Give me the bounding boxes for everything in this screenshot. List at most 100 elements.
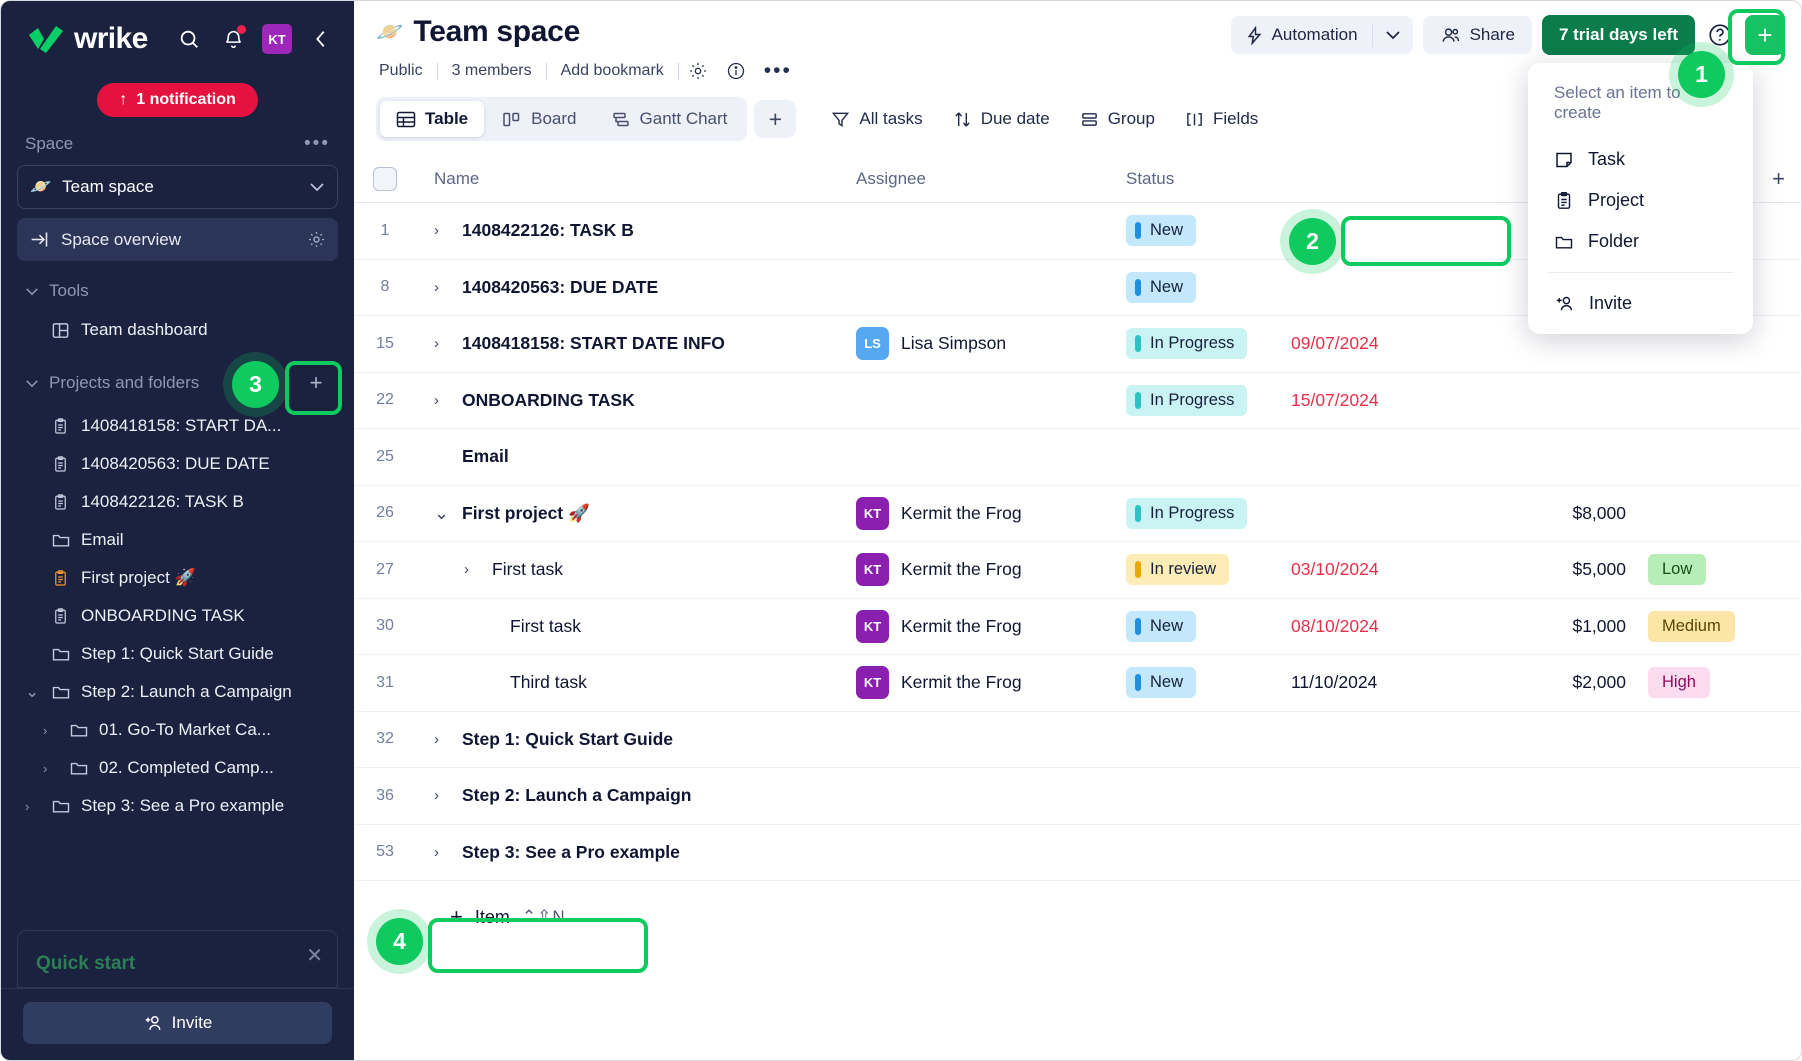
gear-icon[interactable] (307, 230, 326, 249)
chevron-down-icon[interactable]: ⌄ (25, 682, 40, 701)
row-budget-cell[interactable]: $8,000 (1572, 502, 1626, 523)
info-icon[interactable] (717, 61, 755, 81)
create-menu-item-task[interactable]: Task (1528, 139, 1753, 180)
row-due-date-cell[interactable]: 08/10/2024 (1291, 615, 1379, 636)
row-due-date-cell[interactable]: 15/07/2024 (1291, 389, 1379, 410)
create-item-button[interactable]: + (1745, 15, 1785, 55)
meta-add-bookmark[interactable]: Add bookmark (560, 62, 664, 79)
close-icon[interactable]: ✕ (306, 945, 323, 967)
sidebar-tree-item[interactable]: › 02. Completed Camp... (17, 749, 338, 787)
row-due-date-cell[interactable]: 09/07/2024 (1291, 333, 1379, 354)
row-status-cell[interactable]: New (1126, 667, 1291, 699)
chevron-right-icon[interactable]: › (43, 722, 48, 738)
table-row[interactable]: 1 › 1408422126: TASK B New (354, 203, 1801, 260)
table-row[interactable]: 26 ⌄ First project 🚀 KT Kermit the Frog In Pr… (354, 486, 1801, 542)
meta-members[interactable]: 3 members (451, 62, 532, 79)
table-row[interactable]: 25 ›Email (354, 429, 1801, 486)
table-row[interactable]: 36 › Step 2: Launch a Campaign (354, 768, 1801, 825)
gear-icon[interactable] (679, 61, 717, 81)
wrike-logo[interactable]: wrike (27, 22, 148, 56)
group-button[interactable]: Group (1067, 101, 1168, 137)
sidebar-group-tools[interactable]: Tools (17, 271, 338, 311)
row-assignee-cell[interactable]: KT Kermit the Frog (856, 666, 1126, 700)
user-avatar[interactable]: KT (262, 24, 292, 54)
sidebar-tree-item[interactable]: First project 🚀 (17, 559, 338, 597)
row-status-cell[interactable]: In Progress (1126, 384, 1291, 416)
sort-due-date-button[interactable]: Due date (940, 101, 1063, 137)
sidebar-tree-item[interactable]: 1408418158: START DA... (17, 407, 338, 445)
notifications-bell-icon[interactable] (218, 24, 248, 54)
sidebar-tree-item[interactable]: › 01. Go-To Market Ca... (17, 711, 338, 749)
row-assignee-cell[interactable]: LS Lisa Simpson (856, 327, 1126, 361)
chevron-right-icon[interactable]: › (434, 787, 439, 805)
sidebar-tree-item[interactable]: ⌄ Step 2: Launch a Campaign (17, 673, 338, 711)
chevron-right-icon[interactable]: › (434, 730, 439, 748)
fields-button[interactable]: Fields (1172, 101, 1271, 137)
column-header-assignee[interactable]: Assignee (856, 168, 926, 188)
more-options-icon[interactable]: ••• (763, 59, 792, 82)
add-project-folder-button[interactable]: + (309, 370, 323, 395)
row-priority-cell[interactable]: Medium (1626, 610, 1756, 642)
table-row[interactable]: 15 › 1408418158: START DATE INFO LS Lisa Sim… (354, 316, 1801, 373)
collapse-sidebar-icon[interactable] (306, 24, 336, 54)
notification-pill[interactable]: ↑ 1 notification (97, 83, 258, 117)
sidebar-tree-item[interactable]: Step 1: Quick Start Guide (17, 635, 338, 673)
create-menu-item-invite[interactable]: Invite (1528, 283, 1753, 324)
invite-button[interactable]: Invite (23, 1002, 332, 1044)
add-item-button[interactable]: + Item ⌃⇧N (432, 895, 584, 939)
row-status-cell[interactable]: New (1126, 215, 1291, 247)
table-row[interactable]: 8 › 1408420563: DUE DATE New (354, 260, 1801, 316)
chevron-right-icon[interactable]: › (434, 278, 439, 296)
filter-all-tasks-button[interactable]: All tasks (818, 101, 935, 137)
row-assignee-cell[interactable]: KT Kermit the Frog (856, 496, 1126, 530)
automation-button[interactable]: Automation (1231, 16, 1372, 54)
row-status-cell[interactable]: New (1126, 271, 1291, 303)
row-status-cell[interactable]: In review (1126, 554, 1291, 586)
create-menu-item-folder[interactable]: Folder (1528, 221, 1753, 262)
table-row[interactable]: 22 › ONBOARDING TASK In Progress 15/07/2024 (354, 373, 1801, 429)
sidebar-tree-item[interactable]: › Step 3: See a Pro example (17, 787, 338, 825)
row-status-cell[interactable]: In Progress (1126, 497, 1291, 529)
chevron-right-icon[interactable]: › (434, 335, 439, 353)
row-status-cell[interactable]: In Progress (1126, 328, 1291, 360)
sidebar-tree-item[interactable]: 1408422126: TASK B (17, 483, 338, 521)
create-menu-item-project[interactable]: Project (1528, 180, 1753, 221)
add-column-button[interactable]: + (1772, 165, 1785, 191)
tab-gantt-chart[interactable]: Gantt Chart (595, 101, 744, 137)
chevron-right-icon[interactable]: › (464, 561, 469, 579)
row-status-cell[interactable]: New (1126, 610, 1291, 642)
chevron-right-icon[interactable]: › (434, 391, 439, 409)
sidebar-item-space-overview[interactable]: Space overview (17, 218, 338, 261)
chevron-right-icon[interactable]: › (434, 843, 439, 861)
sidebar-tree-item[interactable]: Email (17, 521, 338, 559)
add-view-button[interactable]: + (754, 100, 797, 138)
sidebar-tree-item[interactable]: ONBOARDING TASK (17, 597, 338, 635)
table-row[interactable]: 32 › Step 1: Quick Start Guide (354, 712, 1801, 768)
quick-start-panel[interactable]: ✕ Quick start (17, 930, 338, 988)
chevron-right-icon[interactable]: › (43, 760, 48, 776)
share-button[interactable]: Share (1422, 16, 1532, 54)
row-priority-cell[interactable]: Low (1626, 554, 1756, 586)
help-icon[interactable] (1705, 20, 1735, 50)
automation-dropdown-button[interactable] (1373, 21, 1413, 49)
table-row[interactable]: 53 › Step 3: See a Pro example (354, 825, 1801, 881)
chevron-right-icon[interactable]: › (25, 798, 30, 814)
sidebar-item-team-dashboard[interactable]: Team dashboard (17, 311, 338, 349)
row-budget-cell[interactable]: $2,000 (1572, 672, 1626, 693)
sidebar-tree-item[interactable]: 1408420563: DUE DATE (17, 445, 338, 483)
row-due-date-cell[interactable]: 11/10/2024 (1291, 672, 1378, 693)
tab-table[interactable]: Table (380, 101, 485, 137)
select-all-checkbox[interactable] (373, 166, 397, 191)
sidebar-group-projects-and-folders[interactable]: Projects and folders + (17, 359, 338, 407)
row-budget-cell[interactable]: $5,000 (1572, 559, 1626, 580)
row-assignee-cell[interactable]: KT Kermit the Frog (856, 609, 1126, 643)
trial-days-badge[interactable]: 7 trial days left (1541, 15, 1695, 55)
column-header-status[interactable]: Status (1126, 168, 1175, 188)
table-row[interactable]: 27 › First task KT Kermit the Frog In review 0… (354, 542, 1801, 599)
meta-public[interactable]: Public (379, 62, 423, 79)
row-budget-cell[interactable]: $1,000 (1572, 615, 1626, 636)
tab-board[interactable]: Board (486, 101, 592, 137)
chevron-right-icon[interactable]: › (434, 222, 439, 240)
